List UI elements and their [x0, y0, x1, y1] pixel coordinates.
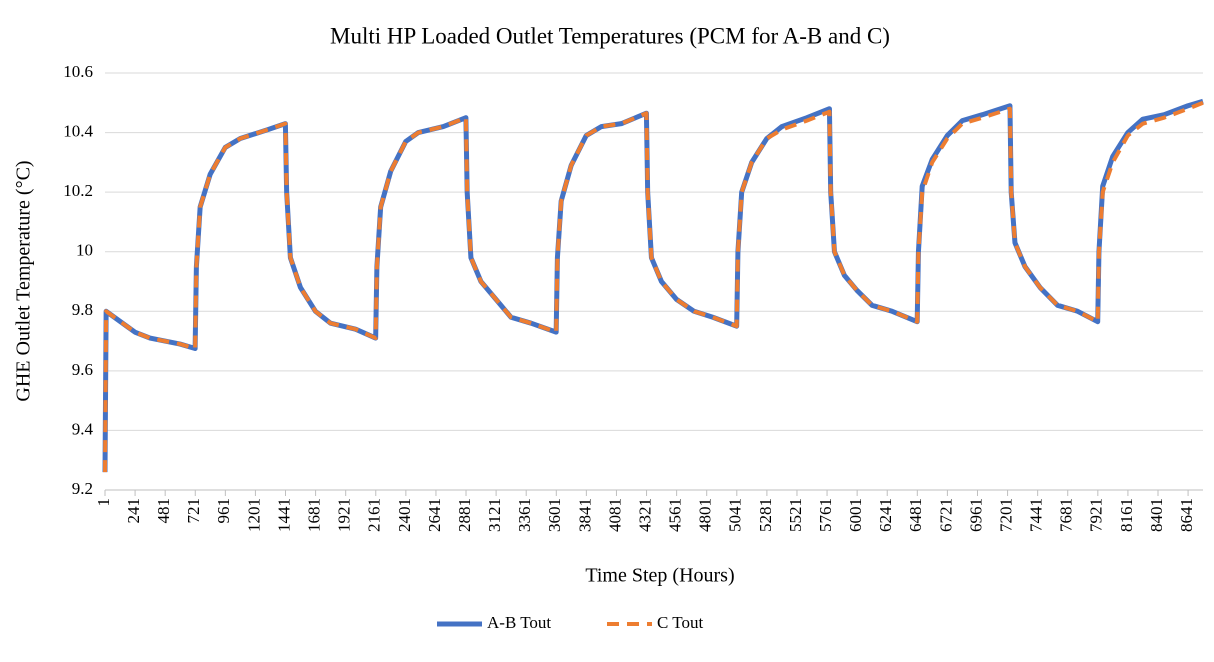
y-tick-label: 10 [76, 241, 93, 260]
x-tick-label: 2881 [455, 498, 474, 532]
y-tick-label: 9.4 [72, 419, 94, 438]
y-tick-label: 10.4 [63, 121, 93, 140]
x-tick-label: 3361 [515, 498, 534, 532]
y-tick-label: 10.2 [63, 181, 93, 200]
x-tick-label: 6241 [876, 498, 895, 532]
x-tick-label: 6001 [846, 498, 865, 532]
x-tick-label: 5281 [756, 498, 775, 532]
x-tick-label: 241 [124, 498, 143, 524]
x-tick-label: 1921 [335, 498, 354, 532]
series-line [102, 98, 1204, 473]
legend-label: C Tout [657, 613, 703, 632]
x-tick-label: 2641 [425, 498, 444, 532]
series-line [103, 100, 1204, 473]
x-tick-label: 7201 [996, 498, 1015, 532]
x-axis-label: Time Step (Hours) [585, 565, 734, 587]
y-tick-label: 10.6 [63, 62, 93, 81]
x-tick-label: 7921 [1087, 498, 1106, 532]
y-tick-label: 9.8 [72, 300, 93, 319]
x-tick-label: 7441 [1027, 498, 1046, 532]
x-tick-label: 4561 [666, 498, 685, 532]
x-tick-label: 7681 [1057, 498, 1076, 532]
legend-label: A-B Tout [487, 613, 551, 632]
x-tick-label: 3121 [485, 498, 504, 532]
x-tick-label: 961 [214, 498, 233, 524]
x-tick-label: 5761 [816, 498, 835, 532]
x-tick-label: 6481 [906, 498, 925, 532]
x-tick-label: 481 [154, 498, 173, 524]
x-tick-label: 2401 [395, 498, 414, 532]
x-tick-label: 1681 [305, 498, 324, 532]
x-tick-label: 8161 [1117, 498, 1136, 532]
x-tick-label: 6961 [966, 498, 985, 532]
x-tick-label: 1441 [274, 498, 293, 532]
y-tick-label: 9.6 [72, 360, 93, 379]
x-tick-label: 1 [94, 498, 113, 507]
x-tick-label: 4801 [696, 498, 715, 532]
x-tick-label: 6721 [936, 498, 955, 532]
x-tick-label: 4081 [605, 498, 624, 532]
chart-title: Multi HP Loaded Outlet Temperatures (PCM… [330, 23, 890, 48]
x-tick-label: 4321 [635, 498, 654, 532]
y-tick-label: 9.2 [72, 479, 93, 498]
x-tick-label: 2161 [365, 498, 384, 532]
x-tick-label: 5041 [726, 498, 745, 532]
x-tick-label: 3841 [575, 498, 594, 532]
x-tick-label: 1201 [244, 498, 263, 532]
x-tick-label: 721 [184, 498, 203, 524]
x-tick-label: 3601 [545, 498, 564, 532]
x-tick-label: 5521 [786, 498, 805, 532]
y-axis-label: GHE Outlet Temperature (°C) [13, 160, 35, 401]
x-tick-label: 8401 [1147, 498, 1166, 532]
x-tick-label: 8641 [1177, 498, 1196, 532]
